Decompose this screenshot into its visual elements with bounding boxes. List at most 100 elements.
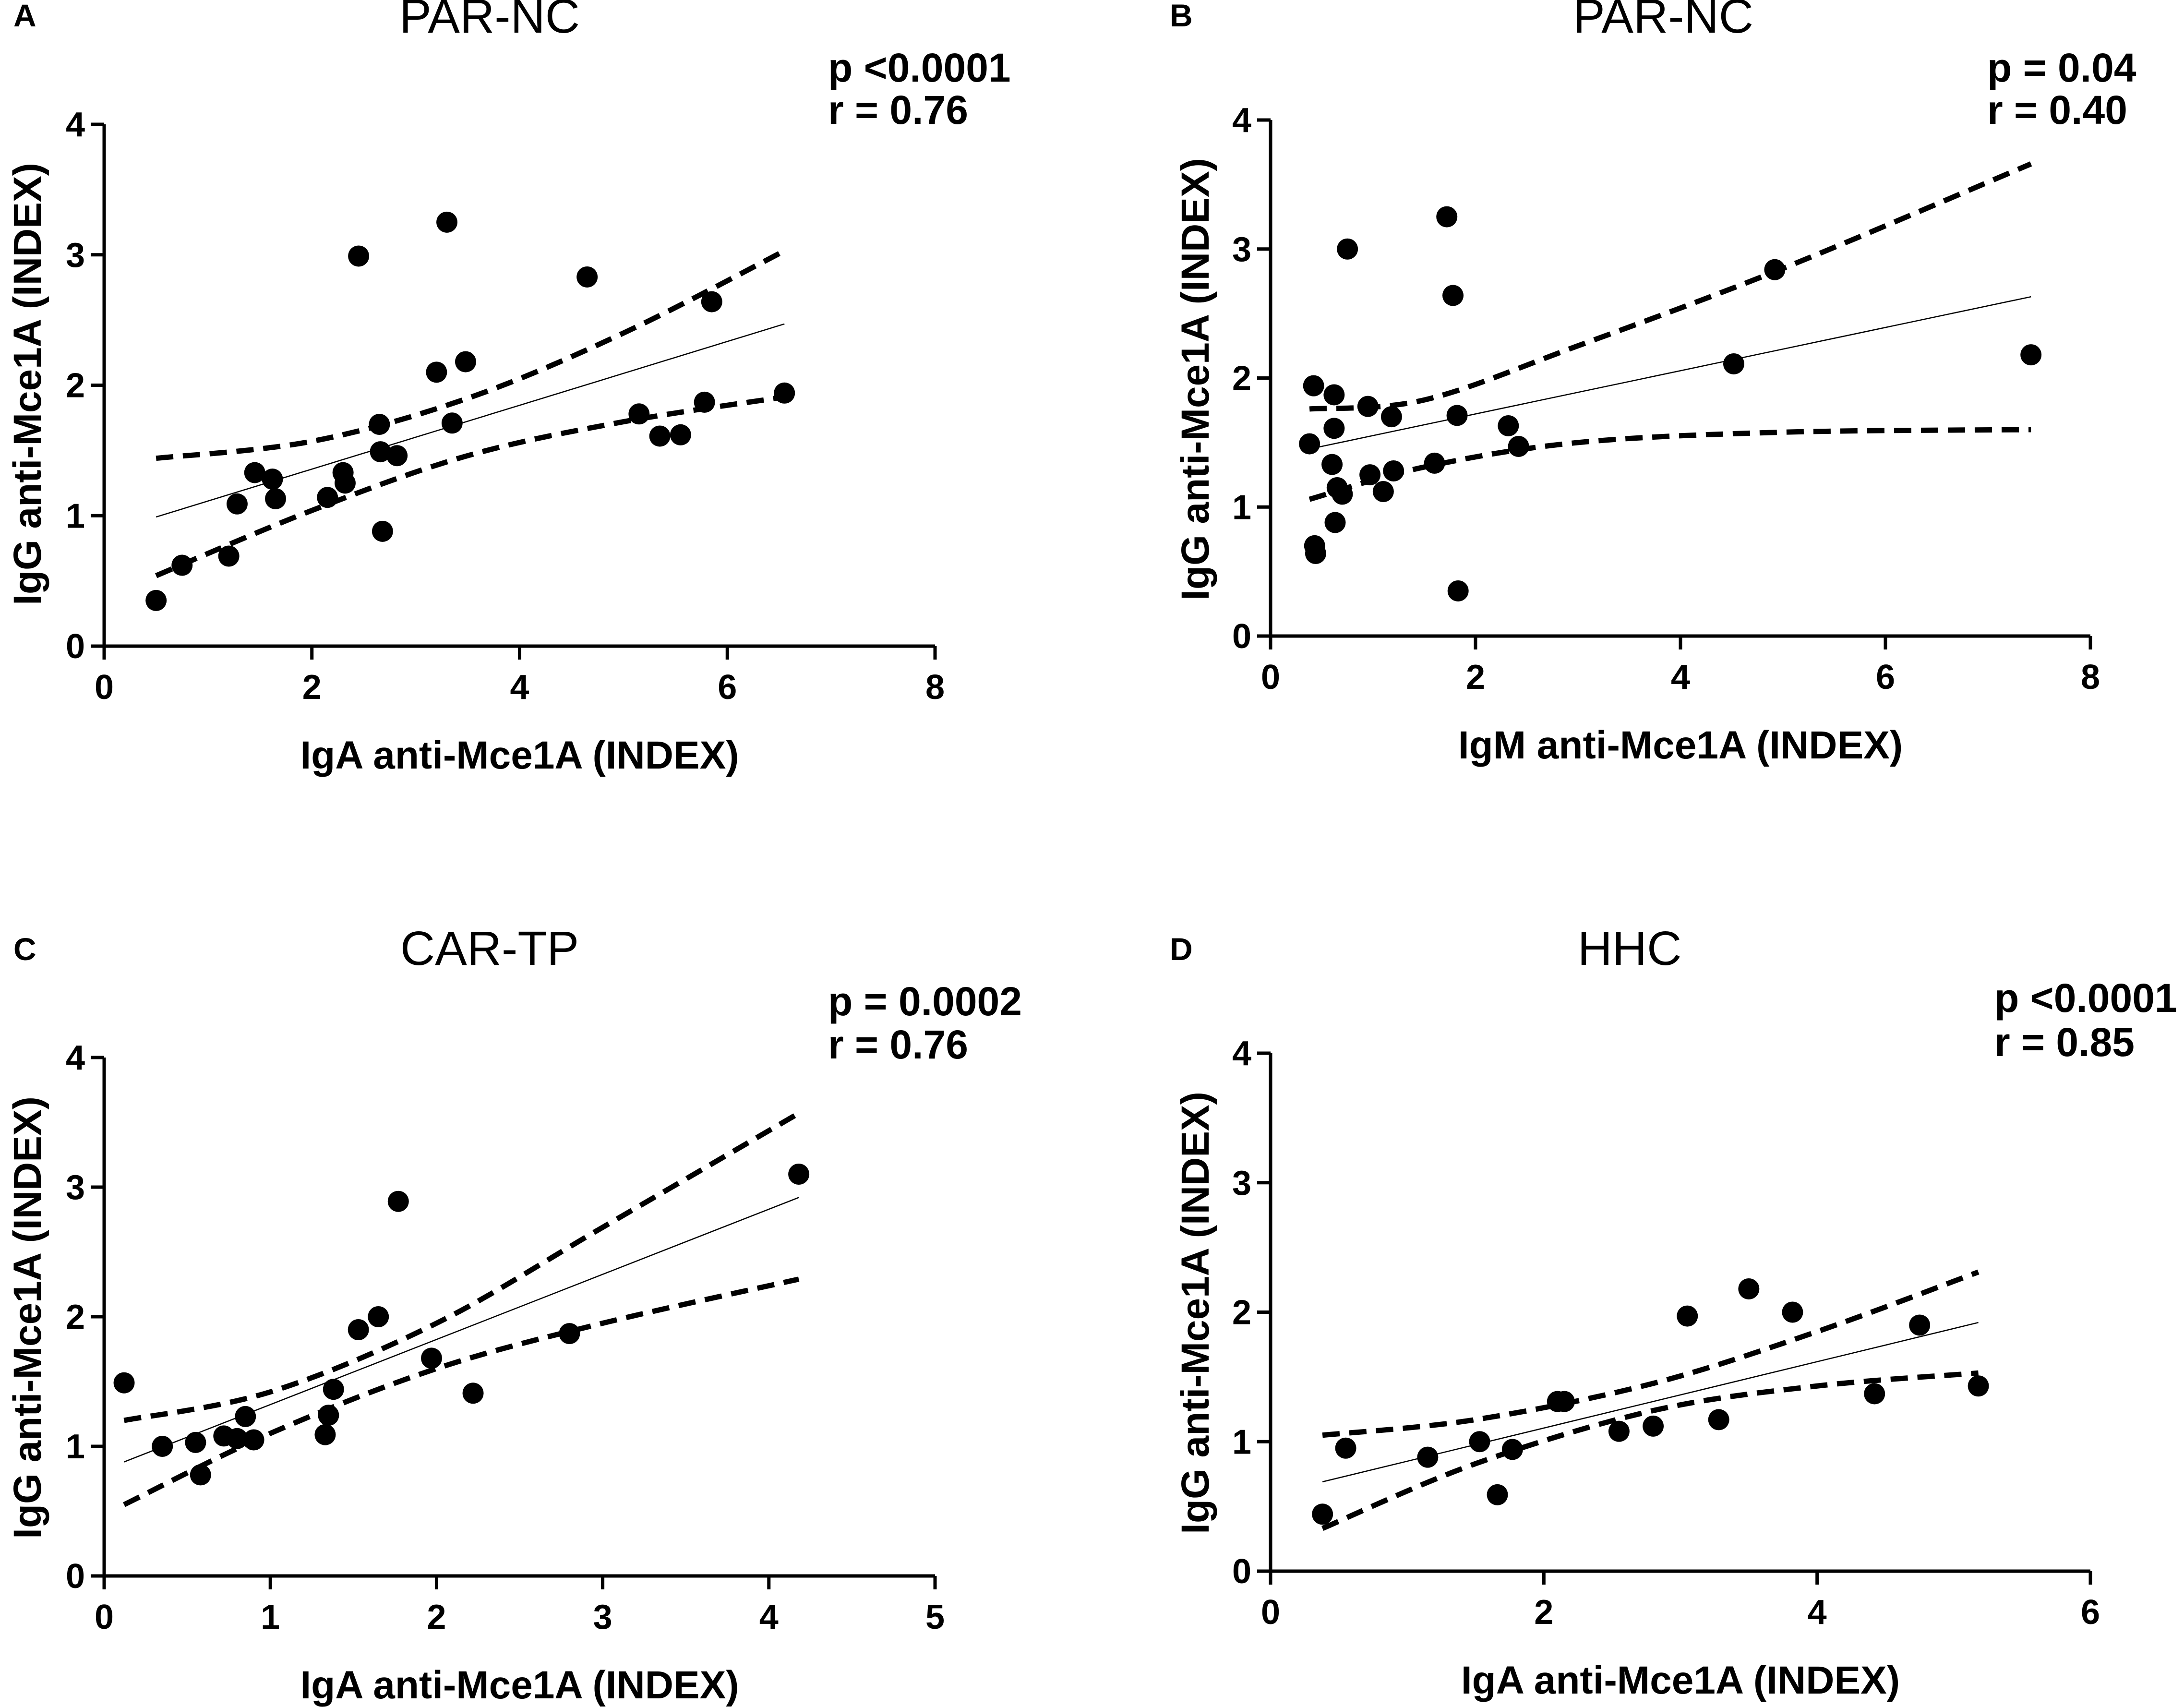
- x-tick-label: 2: [427, 1598, 446, 1636]
- panel-b: B PAR-NC p = 0.04r = 0.40 0 2 4 6 8 0 1 2 3 4 IgM ant…: [1170, 0, 2136, 767]
- data-point: [318, 1405, 339, 1426]
- confidence-band-lower: [1308, 427, 2031, 502]
- data-point: [1723, 353, 1745, 374]
- x-tick-label: 0: [1261, 1593, 1280, 1632]
- data-point: [455, 351, 476, 373]
- data-point: [1442, 285, 1464, 306]
- y-tick-label: 4: [1232, 1034, 1251, 1073]
- data-point: [1357, 396, 1379, 417]
- data-point: [1508, 435, 1529, 457]
- r-value-label: r = 0.76: [828, 1022, 968, 1067]
- data-point: [218, 545, 240, 567]
- data-point: [2020, 344, 2042, 366]
- data-point: [1321, 454, 1343, 475]
- data-point: [559, 1323, 580, 1345]
- y-axis-label: IgG anti-Mce1A (INDEX): [6, 1096, 49, 1539]
- data-point: [1864, 1383, 1885, 1405]
- data-point: [317, 487, 338, 508]
- y-tick-label: 0: [66, 1557, 85, 1596]
- p-value-label: p <0.0001: [1994, 975, 2177, 1021]
- data-point: [1446, 405, 1468, 426]
- x-tick-label: 8: [2081, 658, 2100, 697]
- x-tick-label: 4: [1808, 1593, 1827, 1632]
- r-value-label: r = 0.40: [1987, 87, 2127, 132]
- data-point: [387, 1190, 409, 1212]
- regression-line: [124, 1197, 799, 1463]
- regression-line: [156, 323, 785, 518]
- data-point: [145, 589, 167, 611]
- confidence-band-upper: [123, 1111, 800, 1423]
- data-point: [421, 1347, 443, 1369]
- x-tick-label: 2: [302, 668, 322, 707]
- y-tick-label: 4: [66, 1039, 85, 1077]
- x-tick-label: 4: [510, 668, 529, 707]
- data-point: [243, 1429, 264, 1451]
- y-tick-label: 1: [1232, 1423, 1251, 1461]
- data-point: [265, 488, 287, 509]
- data-point: [1677, 1305, 1698, 1327]
- y-tick-label: 3: [1232, 1164, 1251, 1202]
- data-point: [185, 1431, 206, 1453]
- data-point: [462, 1382, 484, 1404]
- data-point: [1909, 1314, 1931, 1336]
- data-point: [670, 424, 691, 445]
- x-tick-label: 4: [759, 1598, 779, 1636]
- x-axis-label: IgM anti-Mce1A (INDEX): [1458, 723, 1903, 767]
- data-point: [1764, 259, 1786, 280]
- data-point: [1305, 543, 1326, 564]
- data-point: [1383, 460, 1404, 481]
- x-axis-label: IgA anti-Mce1A (INDEX): [1461, 1659, 1900, 1702]
- data-point: [1608, 1420, 1630, 1442]
- data-point: [1323, 384, 1345, 406]
- y-tick-label: 2: [1232, 360, 1251, 398]
- data-point: [1968, 1375, 1989, 1397]
- chart-title: PAR-NC: [1573, 0, 1753, 43]
- x-tick-label: 0: [1261, 658, 1280, 697]
- data-point: [649, 425, 671, 447]
- data-point: [1324, 512, 1346, 533]
- x-axis-label: IgA anti-Mce1A (INDEX): [300, 733, 739, 777]
- data-point: [368, 1306, 389, 1327]
- data-point: [1332, 483, 1353, 505]
- x-tick-label: 0: [95, 1598, 114, 1636]
- x-tick-label: 6: [718, 668, 737, 707]
- data-point: [171, 554, 193, 576]
- data-point: [1323, 418, 1345, 439]
- data-point: [113, 1372, 135, 1394]
- confidence-band-lower: [1321, 1370, 1979, 1531]
- x-tick-label: 1: [261, 1598, 280, 1636]
- panel-letter: A: [13, 0, 36, 33]
- data-point: [1303, 375, 1324, 397]
- data-point: [1417, 1446, 1439, 1468]
- data-point: [774, 382, 795, 404]
- y-tick-label: 3: [1232, 230, 1251, 269]
- y-tick-label: 2: [66, 1298, 85, 1336]
- data-point: [348, 1319, 369, 1340]
- x-tick-label: 0: [95, 668, 114, 707]
- data-point: [323, 1379, 344, 1400]
- data-point: [1312, 1503, 1333, 1525]
- y-tick-label: 4: [66, 106, 85, 144]
- data-point: [314, 1424, 336, 1445]
- chart-title: HHC: [1578, 922, 1682, 975]
- data-point: [1708, 1409, 1729, 1431]
- data-point: [334, 472, 356, 494]
- panel-letter: B: [1170, 0, 1193, 33]
- data-point: [244, 462, 265, 483]
- data-point: [369, 414, 390, 435]
- data-point: [262, 469, 283, 490]
- data-point: [1738, 1278, 1760, 1299]
- x-tick-label: 6: [1876, 658, 1895, 697]
- y-tick-label: 4: [1232, 101, 1251, 140]
- x-tick-label: 5: [925, 1598, 945, 1636]
- data-point: [1372, 481, 1394, 502]
- y-tick-label: 1: [66, 1428, 85, 1466]
- data-point: [701, 291, 722, 313]
- data-point: [1436, 206, 1458, 228]
- regression-line: [1309, 296, 2031, 450]
- y-tick-label: 0: [1232, 617, 1251, 656]
